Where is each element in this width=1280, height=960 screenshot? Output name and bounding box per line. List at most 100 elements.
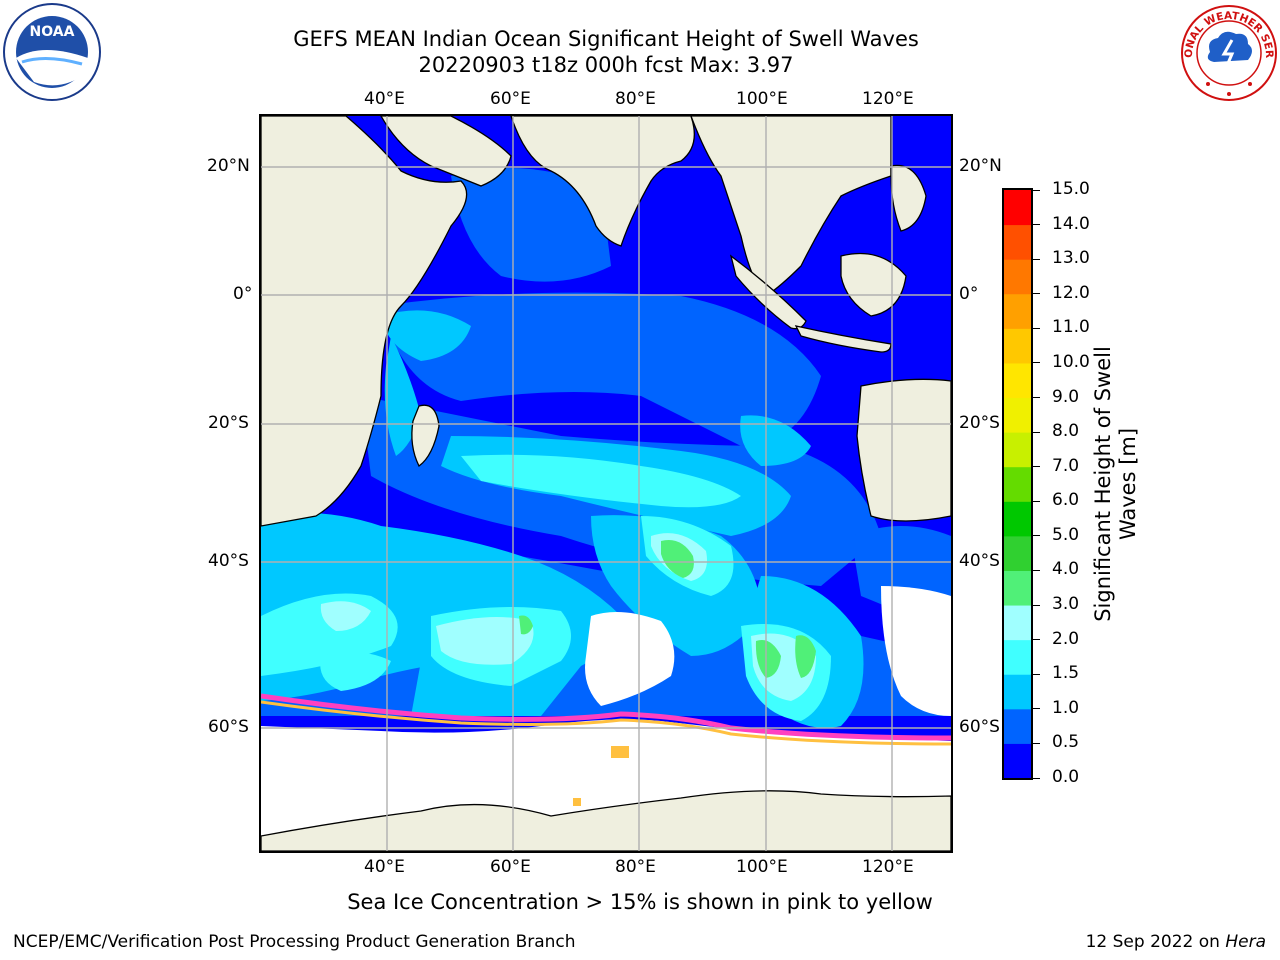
colorbar-swatch bbox=[1004, 293, 1031, 329]
lat-label-right-0: 0° bbox=[959, 284, 979, 304]
lat-label-left-0: 0° bbox=[233, 284, 253, 304]
lat-label-right-40s: 40°S bbox=[959, 551, 1000, 571]
noaa-logo: NOAA bbox=[2, 2, 102, 102]
colorbar-tick bbox=[1033, 293, 1040, 295]
land-india bbox=[510, 116, 695, 247]
colorbar-swatch bbox=[1004, 605, 1031, 641]
lon-label-top-100e: 100°E bbox=[736, 89, 788, 109]
colorbar-tick bbox=[1033, 639, 1040, 641]
lat-label-left-40s: 40°S bbox=[208, 551, 249, 571]
colorbar-level-label: 12.0 bbox=[1052, 282, 1090, 303]
colorbar-tick bbox=[1033, 397, 1040, 399]
colorbar bbox=[1002, 188, 1033, 780]
sea-ice-caption: Sea Ice Concentration > 15% is shown in … bbox=[347, 890, 933, 914]
colorbar-tick bbox=[1033, 466, 1040, 468]
nws-logo: NATIONAL WEATHER SERVICE bbox=[1176, 0, 1278, 102]
colorbar-tick bbox=[1033, 431, 1040, 433]
lat-label-right-60s: 60°S bbox=[959, 717, 1000, 737]
map-subtitle: 20220903 t18z 000h fcst Max: 3.97 bbox=[418, 53, 794, 77]
colorbar-tick bbox=[1033, 708, 1040, 710]
lat-label-right-20s: 20°S bbox=[959, 413, 1000, 433]
colorbar-tick bbox=[1033, 224, 1040, 226]
colorbar-level-label: 0.5 bbox=[1052, 732, 1080, 753]
lon-label-bottom-120e: 120°E bbox=[862, 857, 914, 877]
colorbar-tick bbox=[1033, 189, 1040, 191]
land-antarctica bbox=[261, 790, 951, 851]
colorbar-swatch bbox=[1004, 224, 1031, 260]
colorbar-swatch bbox=[1004, 328, 1031, 364]
footer-date: 12 Sep 2022 on Hera bbox=[1086, 932, 1266, 952]
lat-label-right-20n: 20°N bbox=[959, 156, 1002, 176]
colorbar-level-label: 2.0 bbox=[1052, 628, 1080, 649]
colorbar-swatch bbox=[1004, 397, 1031, 433]
swell-map-canvas bbox=[261, 116, 951, 851]
land-madagascar bbox=[411, 404, 440, 467]
colorbar-level-label: 15.0 bbox=[1052, 179, 1090, 199]
colorbar-title-line2: Waves [m] bbox=[1116, 427, 1140, 541]
footer-date-text: 12 Sep 2022 on bbox=[1085, 932, 1226, 952]
colorbar-swatch bbox=[1004, 432, 1031, 468]
lon-label-top-80e: 80°E bbox=[615, 89, 656, 109]
colorbar-swatch bbox=[1004, 639, 1031, 675]
colorbar-level-label: 4.0 bbox=[1052, 559, 1080, 580]
land-australia bbox=[856, 378, 951, 522]
colorbar-level-label: 10.0 bbox=[1052, 351, 1090, 372]
colorbar-level-label: 3.0 bbox=[1052, 594, 1080, 615]
colorbar-swatches bbox=[1004, 190, 1031, 779]
colorbar-level-label: 0.0 bbox=[1052, 767, 1080, 787]
colorbar-level-label: 1.5 bbox=[1052, 663, 1080, 684]
colorbar-tick bbox=[1033, 569, 1040, 571]
colorbar-tick bbox=[1033, 673, 1040, 675]
colorbar-tick bbox=[1033, 258, 1040, 260]
colorbar-level-label: 13.0 bbox=[1052, 248, 1090, 269]
colorbar-swatch bbox=[1004, 570, 1031, 606]
graticule bbox=[261, 116, 951, 851]
colorbar-swatch bbox=[1004, 466, 1031, 502]
colorbar-swatch bbox=[1004, 501, 1031, 537]
lat-label-left-20n: 20°N bbox=[207, 156, 250, 176]
lon-label-bottom-60e: 60°E bbox=[490, 857, 531, 877]
lon-label-bottom-80e: 80°E bbox=[615, 857, 656, 877]
colorbar-title: Significant Height of Swell Waves [m] bbox=[1091, 346, 1141, 622]
colorbar-level-label: 1.0 bbox=[1052, 697, 1080, 718]
colorbar-swatch bbox=[1004, 259, 1031, 295]
land-arabia bbox=[380, 116, 512, 187]
lat-label-left-20s: 20°S bbox=[208, 413, 249, 433]
swell-map bbox=[259, 114, 953, 853]
colorbar-swatch bbox=[1004, 535, 1031, 571]
noaa-logo-text: NOAA bbox=[30, 24, 75, 40]
sea-ice-edge bbox=[261, 693, 951, 806]
map-title: GEFS MEAN Indian Ocean Significant Heigh… bbox=[293, 27, 919, 51]
land-java bbox=[794, 325, 892, 353]
lat-label-left-60s: 60°S bbox=[208, 717, 249, 737]
swell-band-2-0 bbox=[320, 533, 816, 701]
lon-label-top-60e: 60°E bbox=[490, 89, 531, 109]
colorbar-swatch bbox=[1004, 190, 1031, 226]
colorbar-swatch bbox=[1004, 362, 1031, 399]
colorbar-title-line1: Significant Height of Swell bbox=[1091, 346, 1115, 622]
colorbar-level-label: 9.0 bbox=[1052, 386, 1080, 407]
colorbar-level-label: 6.0 bbox=[1052, 490, 1080, 511]
colorbar-level-label: 14.0 bbox=[1052, 213, 1090, 234]
lon-label-top-40e: 40°E bbox=[364, 89, 405, 109]
colorbar-tick bbox=[1033, 500, 1040, 502]
footer-host: Hera bbox=[1225, 932, 1266, 952]
lon-label-top-120e: 120°E bbox=[862, 89, 914, 109]
lon-label-bottom-40e: 40°E bbox=[364, 857, 405, 877]
lon-label-bottom-100e: 100°E bbox=[736, 857, 788, 877]
colorbar-swatch bbox=[1004, 743, 1031, 779]
swell-band-3-0 bbox=[519, 540, 816, 678]
colorbar-tick bbox=[1033, 604, 1040, 606]
colorbar-tick bbox=[1033, 535, 1040, 537]
colorbar-level-label: 8.0 bbox=[1052, 421, 1080, 442]
colorbar-swatch bbox=[1004, 674, 1031, 710]
colorbar-tick bbox=[1033, 742, 1040, 744]
colorbar-swatch bbox=[1004, 708, 1031, 744]
footer-branch: NCEP/EMC/Verification Post Processing Pr… bbox=[13, 932, 576, 952]
colorbar-tick bbox=[1033, 362, 1040, 364]
colorbar-tick bbox=[1033, 327, 1040, 329]
colorbar-level-label: 7.0 bbox=[1052, 455, 1080, 476]
colorbar-level-label: 11.0 bbox=[1052, 317, 1090, 338]
colorbar-tick bbox=[1033, 777, 1040, 779]
colorbar-level-label: 5.0 bbox=[1052, 524, 1080, 545]
